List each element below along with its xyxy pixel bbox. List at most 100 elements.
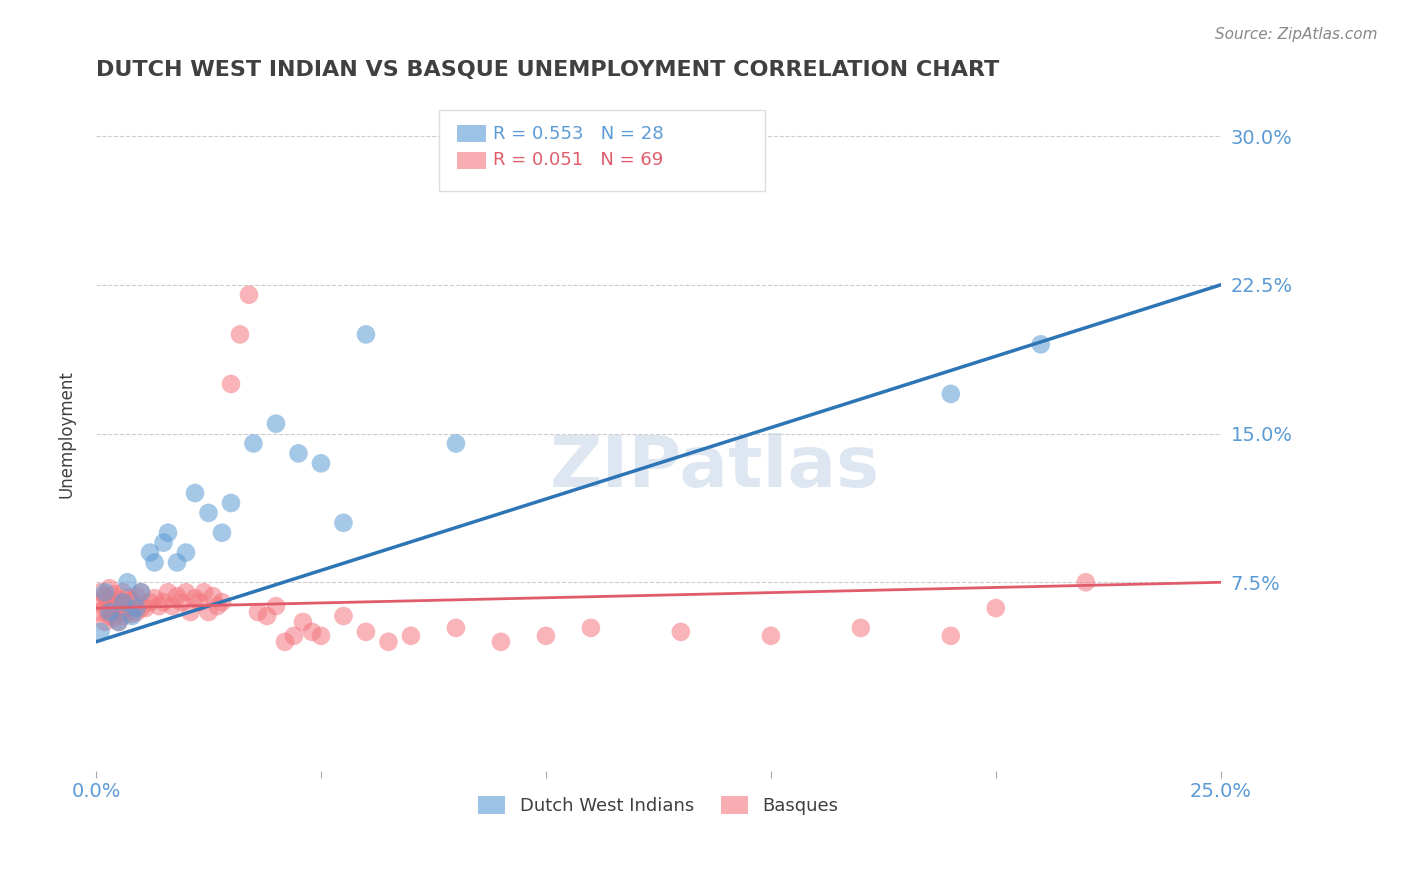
Point [117, 575, 139, 590]
Point [242, 436, 264, 450]
Point [579, 621, 602, 635]
Point [256, 609, 278, 624]
Point [143, 591, 166, 606]
Point [274, 634, 297, 648]
Point [939, 629, 962, 643]
Point [121, 609, 143, 624]
FancyBboxPatch shape [457, 152, 486, 169]
Point [129, 585, 152, 599]
Point [287, 446, 309, 460]
Y-axis label: Unemployment: Unemployment [58, 369, 75, 498]
Point [188, 595, 211, 609]
Point [984, 601, 1007, 615]
Point [125, 589, 148, 603]
Point [152, 595, 174, 609]
Point [939, 387, 962, 401]
Point [111, 595, 134, 609]
Text: DUTCH WEST INDIAN VS BASQUE UNEMPLOYMENT CORRELATION CHART: DUTCH WEST INDIAN VS BASQUE UNEMPLOYMENT… [96, 60, 1000, 79]
Point [121, 607, 143, 621]
Point [111, 595, 134, 609]
Text: Source: ZipAtlas.com: Source: ZipAtlas.com [1215, 27, 1378, 42]
Point [283, 629, 305, 643]
Point [211, 525, 233, 540]
Point [166, 589, 188, 603]
Point [211, 595, 233, 609]
Point [354, 327, 377, 342]
Point [121, 593, 143, 607]
Point [444, 436, 467, 450]
Point [444, 621, 467, 635]
Point [207, 599, 229, 613]
Point [152, 535, 174, 549]
Point [291, 615, 314, 629]
Point [107, 615, 129, 629]
Point [184, 591, 207, 606]
Point [134, 601, 156, 615]
Point [125, 601, 148, 615]
Point [377, 634, 399, 648]
Point [264, 417, 287, 431]
Point [89, 585, 111, 599]
Point [489, 634, 512, 648]
Point [103, 587, 125, 601]
Point [98, 581, 121, 595]
Point [94, 615, 117, 629]
Point [179, 605, 201, 619]
Point [669, 624, 692, 639]
Point [332, 609, 354, 624]
Point [849, 621, 872, 635]
Point [129, 585, 152, 599]
Point [1074, 575, 1097, 590]
Point [309, 456, 332, 470]
Legend: Dutch West Indians, Basques: Dutch West Indians, Basques [471, 789, 846, 822]
Point [103, 611, 125, 625]
Point [139, 545, 162, 559]
Point [534, 629, 557, 643]
Point [197, 506, 219, 520]
Point [117, 591, 139, 606]
Point [156, 525, 179, 540]
Point [107, 615, 129, 629]
Point [94, 589, 117, 603]
Point [197, 605, 219, 619]
Point [193, 585, 215, 599]
Point [103, 599, 125, 613]
Text: R = 0.051   N = 69: R = 0.051 N = 69 [494, 152, 664, 169]
Point [174, 585, 197, 599]
Point [162, 599, 184, 613]
Point [148, 599, 170, 613]
Point [301, 624, 323, 639]
Point [98, 597, 121, 611]
Point [354, 624, 377, 639]
Point [94, 601, 117, 615]
Point [1029, 337, 1052, 351]
Point [125, 605, 148, 619]
Point [111, 609, 134, 624]
Point [89, 605, 111, 619]
Point [98, 609, 121, 624]
Point [98, 605, 121, 619]
Point [246, 605, 269, 619]
Point [94, 585, 117, 599]
Point [219, 376, 242, 391]
Point [219, 496, 242, 510]
Point [238, 287, 260, 301]
Point [139, 595, 162, 609]
Point [166, 556, 188, 570]
Point [117, 605, 139, 619]
Point [184, 486, 207, 500]
Point [111, 585, 134, 599]
Point [399, 629, 422, 643]
Point [156, 585, 179, 599]
Point [332, 516, 354, 530]
FancyBboxPatch shape [457, 125, 486, 143]
FancyBboxPatch shape [439, 110, 765, 191]
Point [201, 589, 224, 603]
Text: ZIPatlas: ZIPatlas [550, 433, 880, 502]
Point [89, 595, 111, 609]
Point [174, 545, 197, 559]
Point [264, 599, 287, 613]
Point [107, 605, 129, 619]
Point [89, 624, 111, 639]
Point [229, 327, 252, 342]
